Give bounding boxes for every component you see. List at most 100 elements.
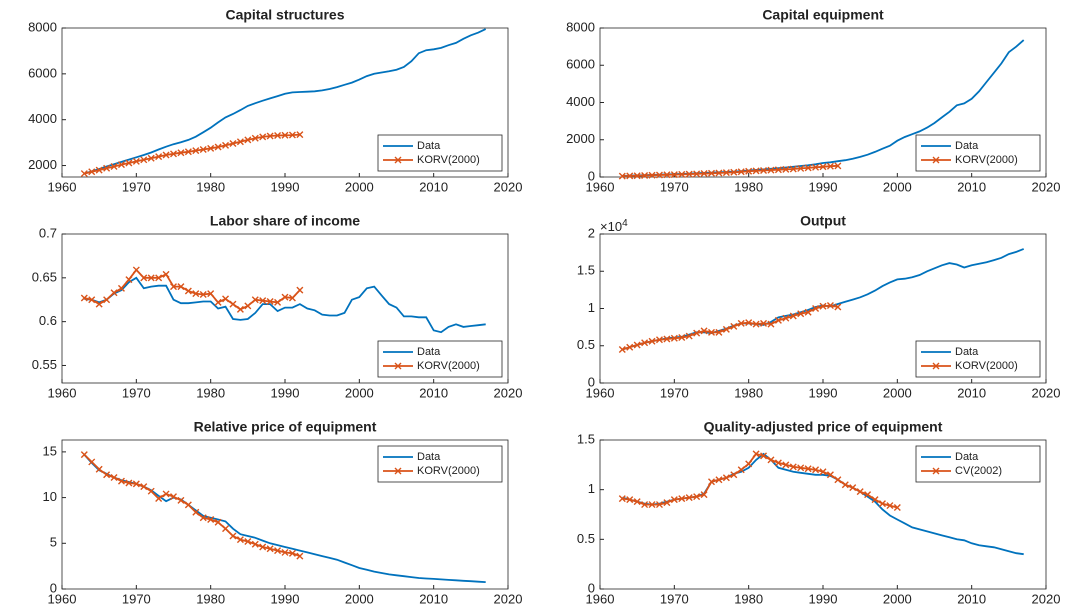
x-tick-label: 1970 [660,591,689,606]
marker [296,286,304,294]
y-tick-label: 0 [588,168,595,183]
marker [804,308,812,316]
marker [767,166,775,174]
marker [782,314,790,322]
marker [648,501,656,509]
marker [856,488,864,496]
x-tick-label: 1960 [586,385,615,400]
x-tick-label: 1970 [122,179,151,194]
y-exponent: ×104 [600,218,628,235]
marker [229,300,237,308]
series-line [622,452,898,509]
marker [125,159,133,167]
y-tick-label: 4000 [28,111,57,126]
marker [648,337,656,345]
marker [708,478,715,486]
marker [274,132,282,140]
x-tick-label: 1980 [196,385,225,400]
x-tick-label: 2010 [419,385,448,400]
marker [288,549,296,557]
legend-label: CV(2002) [955,465,1002,477]
marker [700,327,708,335]
marker [626,172,634,180]
x-tick-label: 1980 [196,591,225,606]
marker [767,320,775,328]
marker [752,450,760,458]
marker [834,162,842,170]
marker [251,134,259,142]
y-tick-label: 0 [588,374,595,389]
x-tick-label: 1980 [734,385,763,400]
y-tick-label: 0.5 [577,531,595,546]
marker [222,525,230,533]
marker [849,484,857,492]
marker [670,334,678,342]
marker [670,496,678,504]
legend-marker [394,362,402,370]
x-tick-label: 2010 [957,179,986,194]
marker [678,334,686,342]
marker [170,493,177,501]
marker [281,548,289,556]
marker [80,294,88,302]
marker [162,490,170,498]
marker [774,316,782,324]
marker [618,345,626,353]
marker [804,164,812,172]
chart-title: Labor share of income [210,213,360,229]
marker [663,335,671,343]
marker [88,296,96,304]
marker [103,164,111,172]
marker [730,168,738,176]
marker [752,320,760,328]
x-tick-label: 1960 [586,591,615,606]
marker [745,460,753,468]
marker [132,157,140,165]
marker [125,479,133,487]
x-tick-label: 2020 [1032,385,1061,400]
legend-label: Data [955,451,979,463]
legend-label: KORV(2000) [417,465,480,477]
y-tick-label: 15 [43,443,57,458]
marker [819,302,827,310]
marker [663,171,671,179]
marker [782,165,790,173]
series-line [622,248,1025,351]
marker [95,465,103,473]
marker [184,287,192,295]
marker [244,537,252,545]
series-line [84,133,300,175]
legend-box [377,445,503,483]
x-tick-label: 2020 [494,385,523,400]
x-tick-label: 2010 [957,591,986,606]
y-tick-label: 1.5 [577,431,595,446]
subplot: Quality-adjusted price of equipment 1960 1… [577,419,1061,607]
subplot: Capital structures 1960 1970 1980 1990 2000 20… [28,7,522,195]
marker [192,290,200,298]
y-tick-label: 1 [588,300,595,315]
marker [132,480,140,488]
marker [80,451,88,459]
marker [804,465,812,473]
x-tick-label: 1960 [48,179,77,194]
subplot: Relative price of equipment 1960 1970 1980 1… [43,419,523,607]
legend-marker [932,467,940,475]
marker [819,163,827,171]
marker [222,141,230,149]
marker [177,149,185,157]
marker [155,274,163,282]
x-tick-label: 2020 [1032,179,1061,194]
marker [760,319,768,327]
legend-label: KORV(2000) [955,360,1018,372]
chart-title: Capital structures [225,7,344,23]
x-tick-label: 1990 [809,385,838,400]
marker [177,283,185,291]
marker [288,294,296,302]
legend-box [915,340,1041,378]
marker [266,545,274,553]
series-line [622,164,838,177]
x-tick-label: 1960 [48,591,77,606]
marker [878,500,886,508]
marker [244,302,252,310]
